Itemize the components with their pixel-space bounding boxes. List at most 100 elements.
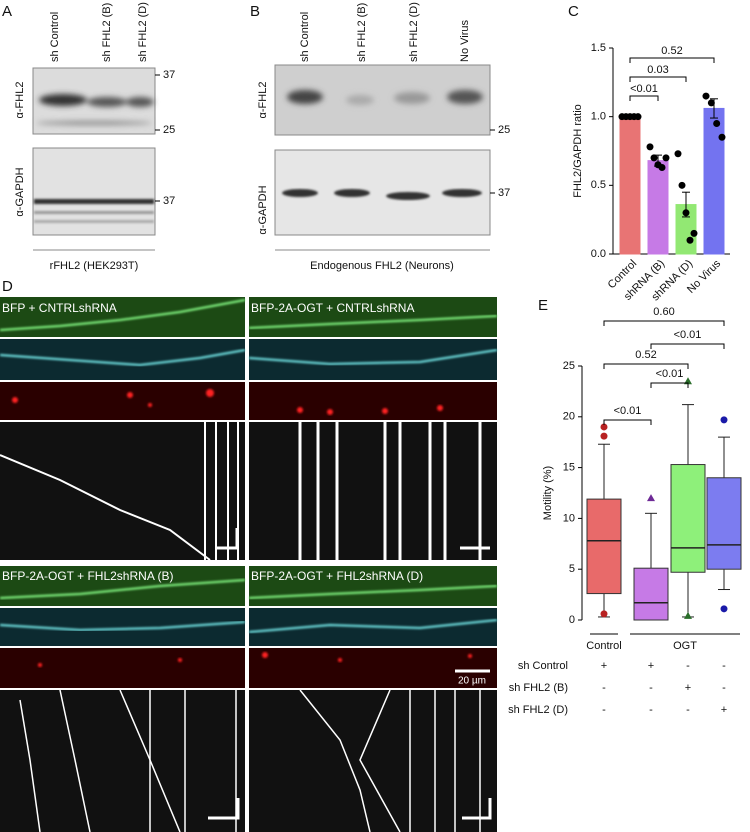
scale-bar <box>208 798 240 820</box>
lane-label: sh FHL2 (B) <box>356 3 368 62</box>
y-tick-label: 0.5 <box>591 179 606 191</box>
row-cell: - <box>649 704 653 716</box>
group-label: OGT <box>673 640 697 652</box>
kymograph <box>0 690 245 832</box>
data-point <box>646 143 654 151</box>
cargo-image <box>0 648 245 688</box>
neurite <box>0 621 246 632</box>
data-point <box>650 154 658 162</box>
marker-label: 25 <box>163 124 175 136</box>
marker-label: 37 <box>163 195 175 207</box>
row-cell: + <box>721 704 727 716</box>
p-value: <0.01 <box>630 83 658 95</box>
outlier <box>684 377 692 385</box>
data-point <box>690 229 698 237</box>
y-axis-label: Motility (%) <box>542 466 554 520</box>
cargo-image <box>249 382 497 420</box>
data-point <box>634 113 642 121</box>
bar <box>647 160 669 255</box>
row-label: sh Control <box>518 660 568 672</box>
data-point <box>678 181 686 189</box>
y-tick-label: 5 <box>569 563 575 575</box>
kymograph <box>0 422 245 560</box>
gfp-image <box>0 297 245 337</box>
lane-label: sh FHL2 (D) <box>408 2 420 62</box>
scale-label: 20 µm <box>458 676 486 687</box>
marker-label: 25 <box>498 124 510 136</box>
condition-label: BFP-2A-OGT + FHL2shRNA (B) <box>2 569 174 583</box>
blot-label: α-FHL2 <box>257 82 269 119</box>
data-point <box>658 163 666 171</box>
data-point <box>718 133 726 141</box>
comparison-bracket <box>629 76 687 82</box>
group-label: Control <box>586 640 621 652</box>
bar <box>619 116 641 255</box>
cargo-image <box>0 382 245 420</box>
bands <box>282 189 482 200</box>
box <box>633 567 669 621</box>
data-point <box>713 120 721 128</box>
p-value: 0.60 <box>653 306 674 318</box>
p-value: <0.01 <box>674 329 702 341</box>
bands <box>34 199 154 223</box>
comparison-bracket <box>650 343 725 349</box>
kymo-tracks <box>298 422 482 560</box>
comparison-bracket <box>629 95 659 101</box>
outlier <box>600 432 608 440</box>
row-cell: + <box>685 682 691 694</box>
neurite <box>248 585 498 599</box>
y-tick-label: 1.5 <box>591 42 606 54</box>
panel-letter: E <box>538 297 548 314</box>
neurite <box>248 619 498 633</box>
outlier <box>600 423 608 431</box>
y-tick-label: 0.0 <box>591 248 606 260</box>
scale-bar <box>215 528 239 550</box>
data-point <box>662 154 670 162</box>
row-cell: - <box>602 682 606 694</box>
kymo-tracks <box>0 422 239 561</box>
box <box>586 498 622 595</box>
blot-label: α-FHL2 <box>14 82 26 119</box>
y-tick-label: 20 <box>563 411 575 423</box>
row-label: sh FHL2 (B) <box>509 682 568 694</box>
cargo-image <box>249 648 497 688</box>
row-cell: - <box>722 660 726 672</box>
neurite <box>0 299 246 331</box>
comparison-bracket <box>603 320 725 326</box>
row-cell: - <box>722 682 726 694</box>
panel-b: B sh Control sh FHL2 (B) sh FHL2 (D) No … <box>250 2 510 272</box>
lane-label: sh FHL2 (B) <box>101 3 113 62</box>
data-point <box>682 209 690 217</box>
caption: rFHL2 (HEK293T) <box>50 260 139 272</box>
y-axis-label: FHL2/GAPDH ratio <box>572 104 584 198</box>
lane-label: sh Control <box>299 12 311 62</box>
outlier <box>600 610 608 618</box>
panel-letter: D <box>2 278 13 295</box>
puncta <box>297 405 443 415</box>
p-value: 0.52 <box>661 45 682 57</box>
p-value: <0.01 <box>656 368 684 380</box>
gfp-image <box>0 566 245 606</box>
outlier <box>647 494 655 502</box>
comparison-bracket <box>603 363 689 369</box>
outlier <box>720 416 728 424</box>
kymograph <box>249 422 497 560</box>
row-cell: - <box>649 682 653 694</box>
data-point <box>707 99 715 107</box>
panel-a: A sh Control sh FHL2 (B) sh FHL2 (D) 37 … <box>2 2 175 272</box>
comparison-bracket <box>629 57 715 63</box>
bands <box>36 94 154 125</box>
puncta <box>38 658 182 667</box>
bfp-image <box>249 339 497 380</box>
bands <box>287 90 483 105</box>
lane-label: sh FHL2 (D) <box>137 2 149 62</box>
caption: Endogenous FHL2 (Neurons) <box>310 260 454 272</box>
outlier <box>720 605 728 613</box>
neurite <box>248 349 498 366</box>
marker-label: 37 <box>498 187 510 199</box>
outlier <box>684 611 692 619</box>
comparison-bracket <box>650 382 689 388</box>
puncta <box>262 652 472 662</box>
